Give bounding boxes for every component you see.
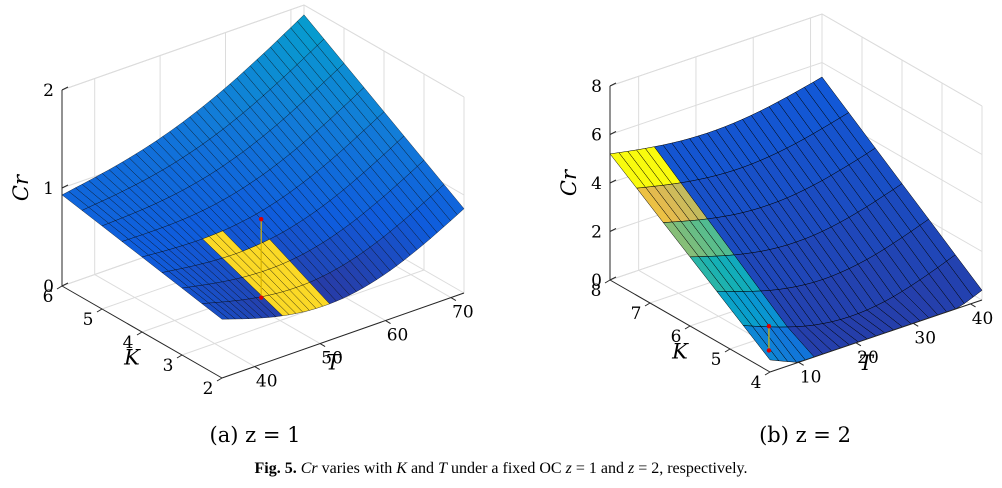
t-tick xyxy=(798,361,804,366)
t-tick xyxy=(254,366,260,370)
k-tick xyxy=(684,325,691,330)
z-tick xyxy=(61,282,69,287)
k-tick-label: 8 xyxy=(591,281,602,301)
t-axis-line xyxy=(221,292,465,379)
chart-panel-b: 4 5 6 7 8 10 20 30 40 0 2 4 6 8 K T Cr (b) z = 2 xyxy=(557,13,993,447)
wall-top xyxy=(61,4,465,98)
k-tick-label: 4 xyxy=(751,373,762,393)
marked-point-projection xyxy=(766,348,772,353)
z-tick-label: 0 xyxy=(43,277,54,297)
floor-grid-t xyxy=(94,274,255,367)
z-tick xyxy=(609,179,617,184)
t-tick xyxy=(319,343,326,347)
k-tick xyxy=(216,377,223,382)
figure-caption: Fig. 5. Cr varies with K and T under a f… xyxy=(0,460,1002,478)
z-tick xyxy=(61,184,69,189)
z-tick xyxy=(609,131,617,135)
z-tick-label: 8 xyxy=(591,77,602,97)
t-axis-line xyxy=(769,299,983,373)
z-tick xyxy=(609,276,617,281)
surface-patch xyxy=(201,302,230,320)
t-tick xyxy=(385,320,391,324)
marked-point xyxy=(766,323,772,329)
marked-point-projection xyxy=(258,295,264,300)
subcaption: (a) z = 1 xyxy=(210,423,301,447)
surface xyxy=(609,76,983,363)
k-tick-label: 4 xyxy=(123,333,134,353)
k-tick-label: 2 xyxy=(203,379,214,399)
t-tick xyxy=(450,297,457,302)
axes: 2 3 4 5 6 40 50 60 70 0 1 2 K T Cr xyxy=(9,81,474,399)
subcaption: (b) z = 2 xyxy=(759,423,851,447)
t-tick xyxy=(912,322,919,327)
z-tick-label: 2 xyxy=(591,223,602,243)
t-tick-label: 30 xyxy=(914,328,936,348)
t-tick-label: 40 xyxy=(256,372,278,392)
k-tick-label: 6 xyxy=(43,287,54,307)
k-axis-label: K xyxy=(671,340,689,364)
k-tick-label: 5 xyxy=(711,350,722,370)
t-axis-label: T xyxy=(859,351,875,375)
z-axis-label: Cr xyxy=(557,168,581,196)
k-tick xyxy=(176,354,183,359)
t-tick xyxy=(970,303,976,308)
t-tick xyxy=(855,342,862,347)
t-tick-label: 60 xyxy=(387,326,409,346)
surface xyxy=(61,14,465,320)
t-tick-label: 70 xyxy=(452,303,474,323)
z-tick xyxy=(609,228,617,232)
k-tick xyxy=(56,285,63,290)
k-tick-label: 6 xyxy=(671,327,682,347)
t-tick-label: 10 xyxy=(800,367,822,387)
k-tick-label: 3 xyxy=(163,356,174,376)
t-tick-label: 40 xyxy=(972,309,994,329)
z-tick-label: 1 xyxy=(43,179,54,199)
z-tick-label: 4 xyxy=(591,174,602,194)
t-tick-label: 20 xyxy=(857,348,879,368)
t-axis-label: T xyxy=(326,351,342,375)
k-tick xyxy=(604,279,611,284)
wall-top xyxy=(609,13,983,107)
k-tick-label: 7 xyxy=(631,304,642,324)
axes: 4 5 6 7 8 10 20 30 40 0 2 4 6 8 K T Cr xyxy=(557,77,993,393)
z-tick-label: 6 xyxy=(591,126,602,146)
z-tick-label: 2 xyxy=(43,81,54,101)
k-tick xyxy=(96,308,103,313)
z-tick xyxy=(61,86,69,91)
k-tick xyxy=(724,348,731,353)
z-axis-label: Cr xyxy=(9,173,33,201)
caption-text: Cr varies with K and T under a fixed OC … xyxy=(300,460,748,477)
k-tick xyxy=(764,371,771,376)
k-tick-label: 5 xyxy=(83,310,94,330)
k-tick xyxy=(644,302,651,307)
marked-point xyxy=(258,216,264,222)
floor-grid-k xyxy=(181,269,425,356)
chart-panel-a: 2 3 4 5 6 40 50 60 70 0 1 2 K T Cr (a) z = 1 xyxy=(9,4,474,447)
k-axis-label: K xyxy=(123,346,141,370)
caption-label: Fig. 5. xyxy=(254,460,297,477)
z-tick xyxy=(609,82,617,87)
t-tick-label: 50 xyxy=(321,349,343,369)
z-tick-label: 0 xyxy=(591,271,602,291)
k-tick xyxy=(136,331,143,336)
